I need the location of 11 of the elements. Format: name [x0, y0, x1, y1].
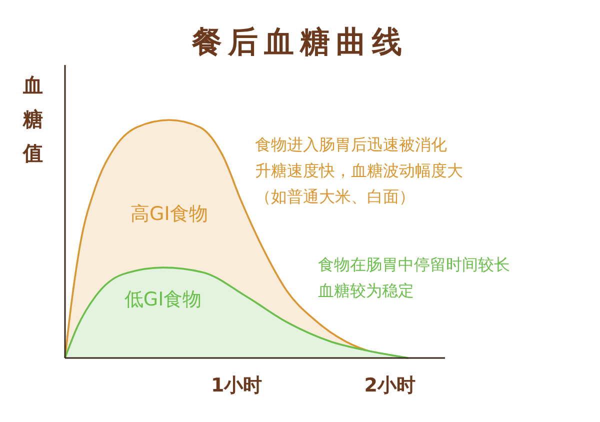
x-tick-label: 2小时 [364, 374, 416, 396]
annotation: （如普通大米、白面） [255, 187, 415, 206]
annotation: 食物进入肠胃后迅速被消化 [255, 135, 447, 154]
y-axis-title: 血糖值 [22, 73, 43, 165]
x-tick-label: 1小时 [210, 374, 262, 396]
series-label: 低GI食物 [124, 288, 202, 311]
annotation: 血糖较为稳定 [318, 281, 414, 300]
annotation: 食物在肠胃中停留时间较长 [318, 255, 510, 274]
series-label: 高GI食物 [130, 202, 208, 225]
chart-title: 餐后血糖曲线 [191, 25, 408, 60]
annotation: 升糖速度快，血糖波动幅度大 [255, 161, 463, 180]
